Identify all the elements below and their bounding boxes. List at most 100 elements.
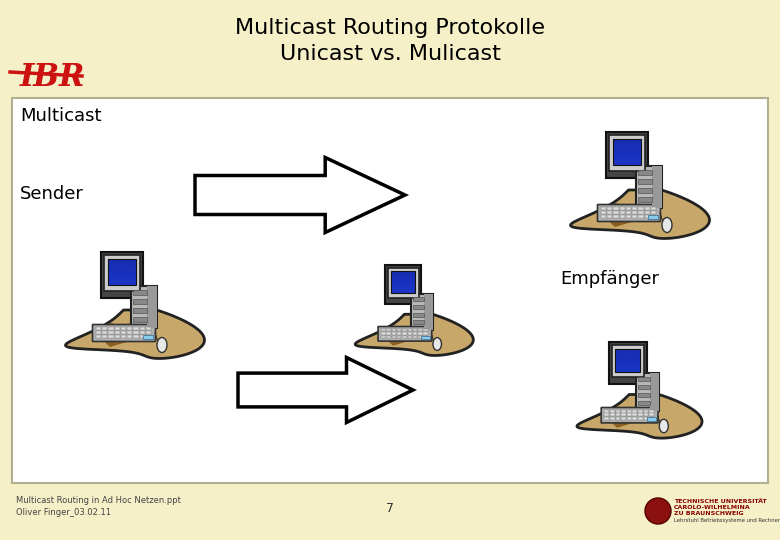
Bar	[601, 215, 606, 218]
Bar	[102, 335, 108, 338]
FancyBboxPatch shape	[638, 188, 652, 193]
Bar	[651, 211, 656, 214]
FancyBboxPatch shape	[638, 384, 651, 389]
FancyBboxPatch shape	[147, 286, 157, 328]
FancyBboxPatch shape	[133, 317, 147, 322]
Ellipse shape	[157, 338, 167, 353]
Polygon shape	[66, 310, 204, 359]
Bar	[381, 332, 385, 335]
Bar	[632, 207, 637, 210]
Bar	[386, 332, 391, 335]
FancyBboxPatch shape	[424, 294, 433, 329]
Bar	[621, 414, 626, 416]
Polygon shape	[381, 325, 410, 346]
Bar	[407, 335, 412, 338]
FancyBboxPatch shape	[413, 297, 424, 301]
FancyBboxPatch shape	[385, 265, 421, 304]
Bar	[143, 335, 153, 339]
Bar	[108, 331, 114, 334]
Bar	[146, 327, 151, 330]
Bar	[127, 331, 133, 334]
Bar	[607, 211, 612, 214]
Bar	[607, 207, 612, 210]
Bar	[140, 335, 145, 338]
Bar	[627, 417, 632, 420]
Bar	[615, 352, 640, 355]
Bar	[392, 287, 415, 290]
Bar	[613, 207, 619, 210]
Bar	[638, 211, 644, 214]
Bar	[108, 281, 136, 285]
Bar	[607, 215, 612, 218]
Bar	[392, 284, 415, 287]
FancyBboxPatch shape	[413, 320, 424, 325]
Polygon shape	[195, 158, 405, 233]
FancyBboxPatch shape	[636, 166, 662, 208]
Polygon shape	[570, 190, 710, 239]
Bar	[610, 414, 615, 416]
Bar	[397, 335, 402, 338]
Text: Multicast Routing in Ad Hoc Netzen.ppt: Multicast Routing in Ad Hoc Netzen.ppt	[16, 496, 181, 505]
Bar	[638, 410, 643, 413]
Bar	[108, 259, 136, 285]
Bar	[392, 280, 415, 284]
Polygon shape	[577, 395, 702, 438]
FancyBboxPatch shape	[609, 342, 647, 384]
Bar	[392, 290, 415, 293]
Bar	[626, 207, 631, 210]
FancyBboxPatch shape	[638, 197, 652, 202]
Bar	[651, 207, 656, 210]
Bar	[424, 332, 428, 335]
Bar	[392, 277, 415, 280]
FancyBboxPatch shape	[93, 325, 155, 341]
Bar	[619, 211, 625, 214]
Bar	[615, 349, 640, 372]
Bar	[644, 215, 650, 218]
Polygon shape	[355, 314, 473, 355]
Bar	[115, 331, 120, 334]
Bar	[392, 332, 396, 335]
FancyBboxPatch shape	[601, 408, 658, 423]
Bar	[619, 215, 625, 218]
Bar	[644, 414, 648, 416]
Bar	[613, 161, 641, 165]
Bar	[133, 331, 139, 334]
Bar	[402, 335, 406, 338]
Bar	[108, 259, 136, 263]
FancyBboxPatch shape	[612, 345, 644, 377]
FancyBboxPatch shape	[101, 252, 143, 298]
Bar	[413, 332, 417, 335]
Text: Multicast: Multicast	[20, 107, 101, 125]
Bar	[140, 327, 145, 330]
Bar	[146, 331, 151, 334]
Bar	[133, 335, 139, 338]
FancyBboxPatch shape	[609, 135, 645, 171]
Text: Sender: Sender	[20, 185, 84, 203]
FancyBboxPatch shape	[133, 299, 147, 304]
Bar	[615, 369, 640, 372]
FancyBboxPatch shape	[638, 393, 651, 397]
Bar	[115, 327, 120, 330]
Bar	[407, 332, 412, 335]
FancyBboxPatch shape	[638, 179, 652, 184]
Bar	[402, 332, 406, 335]
Bar	[386, 329, 391, 331]
Bar	[108, 335, 114, 338]
Bar	[615, 362, 640, 366]
Bar	[96, 327, 101, 330]
Bar	[644, 417, 648, 420]
Bar	[638, 215, 644, 218]
Text: Multicast Routing Protokolle: Multicast Routing Protokolle	[235, 18, 545, 38]
Bar	[621, 410, 626, 413]
FancyBboxPatch shape	[104, 255, 140, 291]
Bar	[146, 335, 151, 338]
Bar	[121, 335, 126, 338]
Bar	[392, 271, 415, 274]
Text: Unicast vs. Mulicast: Unicast vs. Mulicast	[279, 44, 501, 64]
Bar	[133, 327, 139, 330]
Text: Empfänger: Empfänger	[560, 270, 659, 288]
Bar	[127, 327, 133, 330]
Bar	[613, 150, 641, 154]
Bar	[649, 414, 654, 416]
FancyBboxPatch shape	[606, 132, 648, 178]
